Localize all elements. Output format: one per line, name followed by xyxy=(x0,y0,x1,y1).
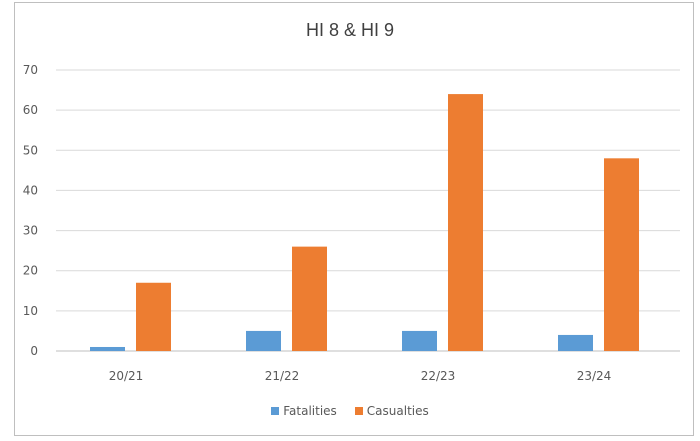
legend-swatch-fatalities xyxy=(271,407,280,415)
y-tick-label-70: 70 xyxy=(23,63,38,77)
x-tick-label-2: 22/23 xyxy=(421,369,456,383)
bar-casualties-2 xyxy=(448,94,483,351)
y-tick-label-0: 0 xyxy=(30,344,38,358)
chart-legend: Fatalities Casualties xyxy=(0,404,700,418)
legend-item-casualties: Casualties xyxy=(354,404,429,418)
x-tick-label-3: 23/24 xyxy=(577,369,612,383)
y-tick-label-30: 30 xyxy=(23,224,38,238)
y-tick-label-60: 60 xyxy=(23,103,38,117)
bar-fatalities-1 xyxy=(246,330,281,351)
bar-fatalities-0 xyxy=(90,346,125,351)
y-tick-label-20: 20 xyxy=(23,264,38,278)
y-tick-label-10: 10 xyxy=(23,304,38,318)
legend-label-fatalities: Fatalities xyxy=(283,404,337,418)
bar-fatalities-2 xyxy=(402,330,437,351)
x-tick-label-1: 21/22 xyxy=(265,369,300,383)
chart-frame xyxy=(14,2,694,436)
y-tick-label-50: 50 xyxy=(23,143,38,157)
bar-casualties-1 xyxy=(292,246,327,351)
legend-item-fatalities: Fatalities xyxy=(271,404,337,418)
legend-swatch-casualties xyxy=(354,407,363,415)
x-tick-label-0: 20/21 xyxy=(109,369,144,383)
bar-casualties-0 xyxy=(136,282,171,351)
bar-casualties-3 xyxy=(604,158,639,351)
y-tick-label-40: 40 xyxy=(23,183,38,197)
chart-title: HI 8 & HI 9 xyxy=(305,20,395,40)
legend-label-casualties: Casualties xyxy=(366,404,429,418)
bar-fatalities-3 xyxy=(558,334,593,351)
